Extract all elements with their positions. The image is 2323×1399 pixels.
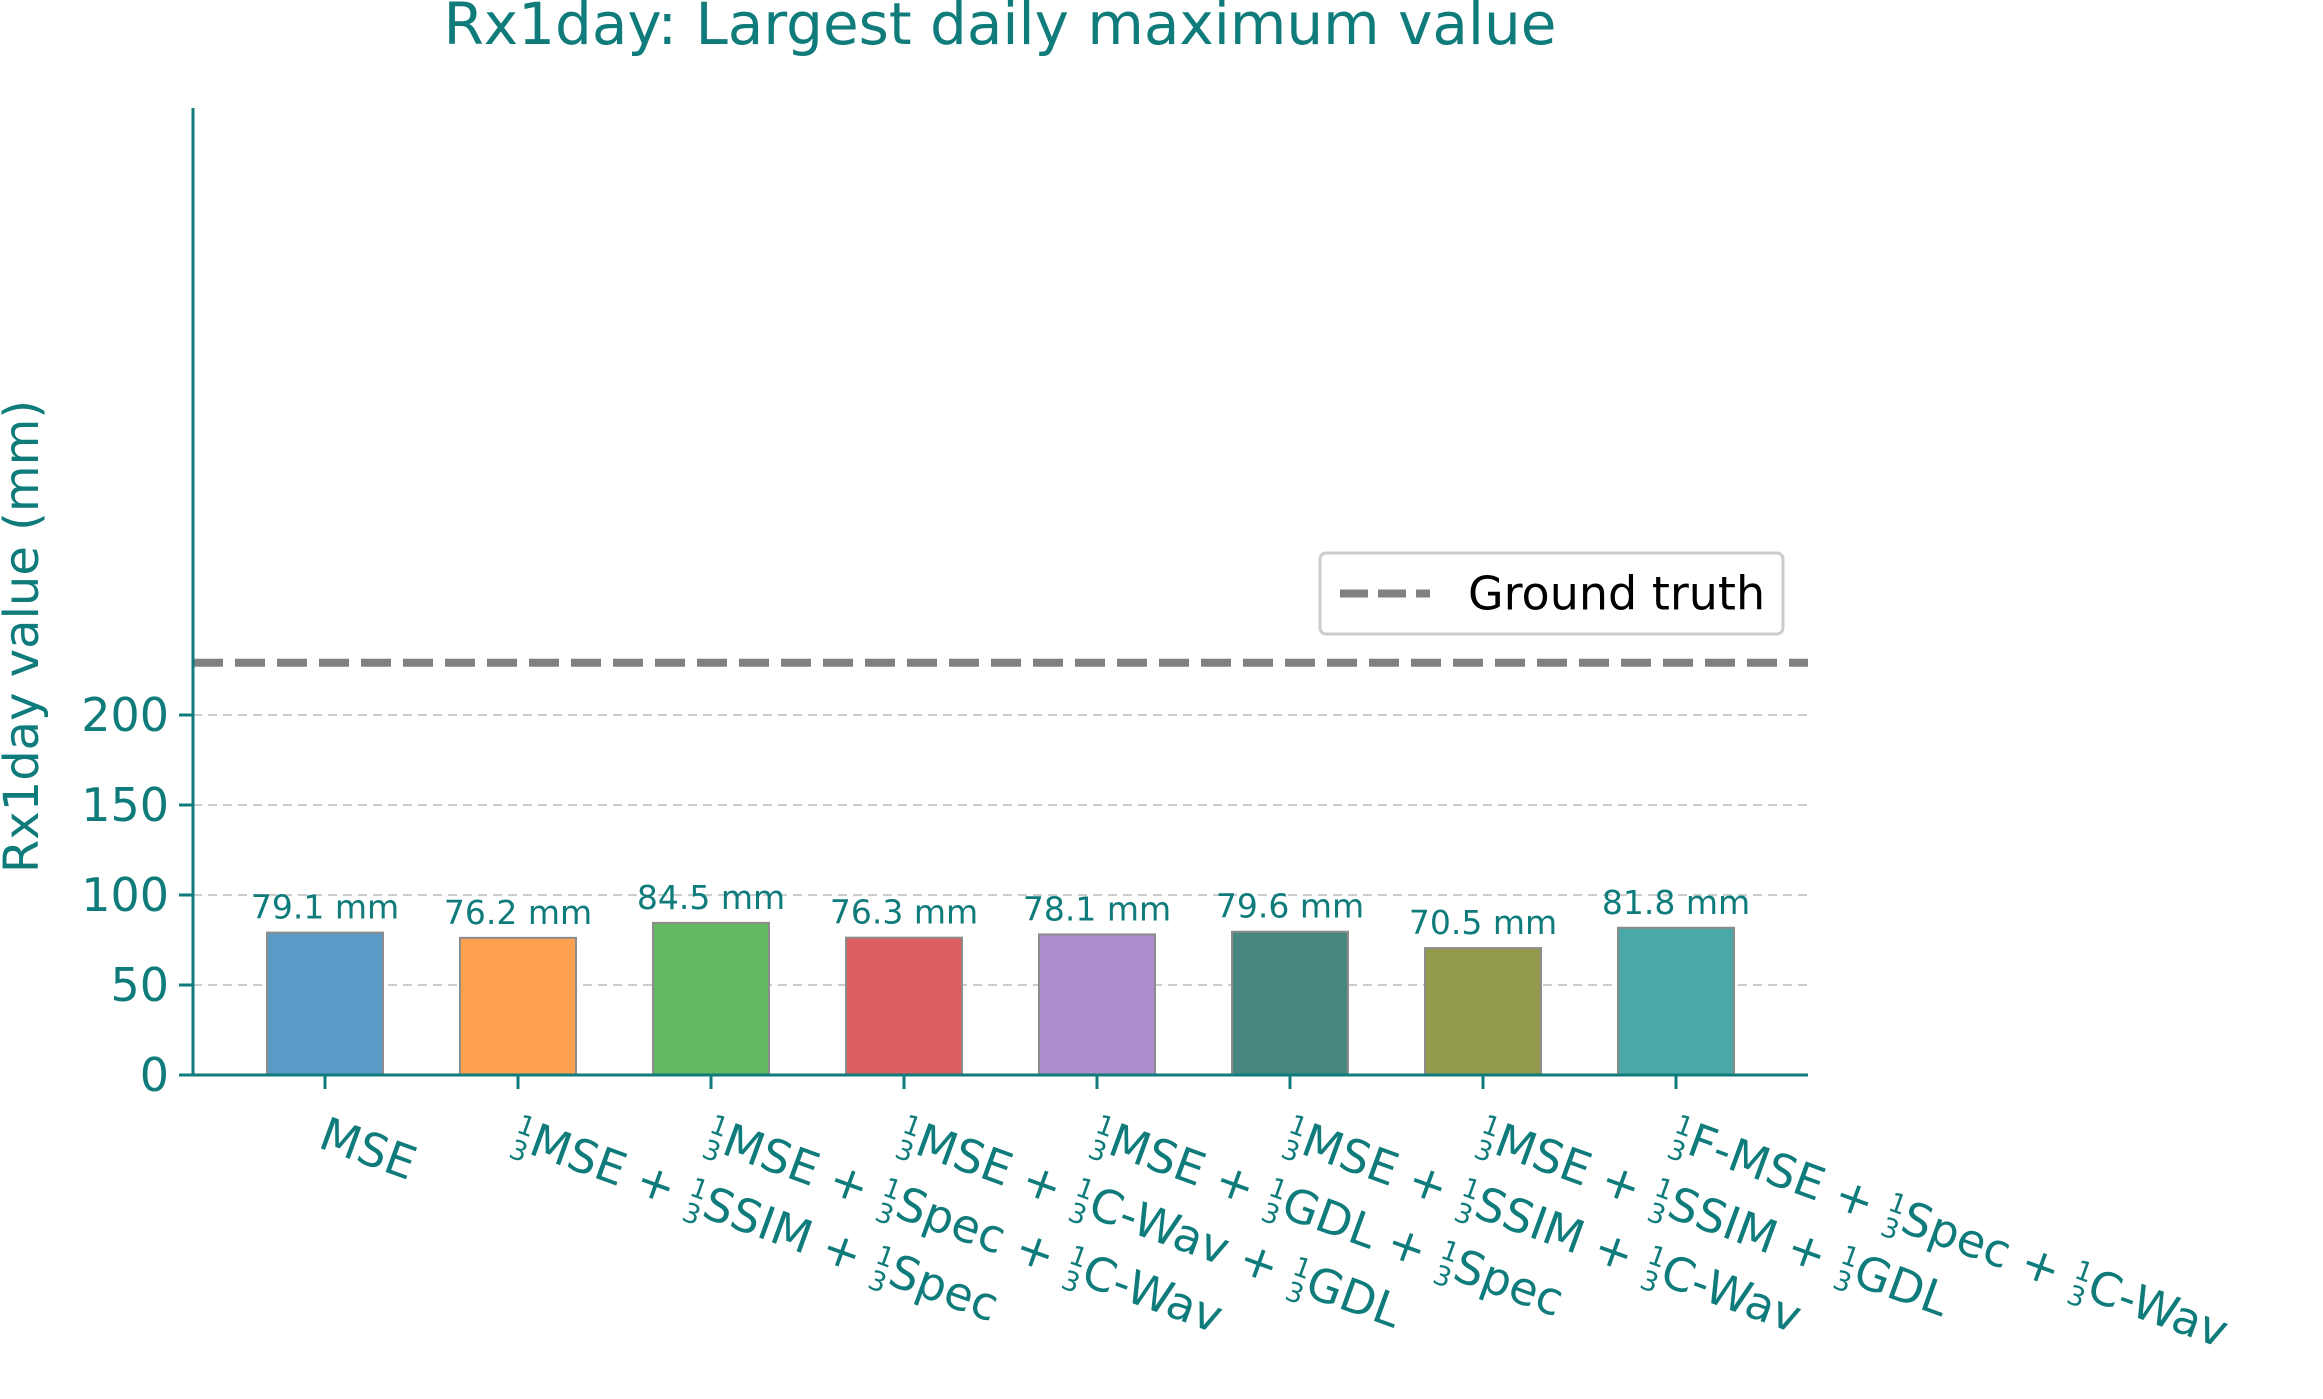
y-tick-label-0: 0 xyxy=(140,1048,169,1102)
y-tick-label-50: 50 xyxy=(110,958,169,1012)
y-axis-ticks: 0 50 100 150 200 xyxy=(81,688,193,1102)
bar-4 xyxy=(845,936,963,1076)
bar-2 xyxy=(459,936,577,1077)
data-label-1: 79.1 mm xyxy=(251,888,399,927)
data-label-5: 78.1 mm xyxy=(1023,889,1171,928)
bar-8 xyxy=(1617,926,1735,1077)
y-tick-label-150: 150 xyxy=(81,778,169,832)
legend: Ground truth xyxy=(1318,551,1785,636)
data-label-4: 76.3 mm xyxy=(830,893,978,932)
bars xyxy=(266,921,1735,1077)
svg-text:MSE: MSE xyxy=(313,1106,424,1190)
y-tick-label-100: 100 xyxy=(81,868,169,922)
data-label-3: 84.5 mm xyxy=(637,878,785,917)
data-label-2: 76.2 mm xyxy=(444,893,592,932)
legend-label-ground-truth: Ground truth xyxy=(1468,567,1765,621)
legend-box xyxy=(1318,551,1785,636)
chart-title: Rx1day: Largest daily maximum value xyxy=(444,0,1557,58)
bar-7 xyxy=(1424,947,1542,1076)
bar-5 xyxy=(1038,933,1156,1076)
data-label-8: 81.8 mm xyxy=(1602,883,1750,922)
grid-lines xyxy=(193,714,1808,986)
y-axis-label: Rx1day value (mm) xyxy=(0,400,50,873)
data-labels: 79.1 mm 76.2 mm 84.5 mm 76.3 mm 78.1 mm 79.6 … xyxy=(251,878,1750,942)
bar-1 xyxy=(266,931,384,1076)
x-tick-label-mse: MSE xyxy=(313,1106,424,1190)
data-label-7: 70.5 mm xyxy=(1409,903,1557,942)
bar-6 xyxy=(1231,930,1349,1076)
y-tick-label-200: 200 xyxy=(81,688,169,742)
bar-3 xyxy=(652,921,770,1077)
axes xyxy=(191,108,1808,1077)
data-label-6: 79.6 mm xyxy=(1216,887,1364,926)
